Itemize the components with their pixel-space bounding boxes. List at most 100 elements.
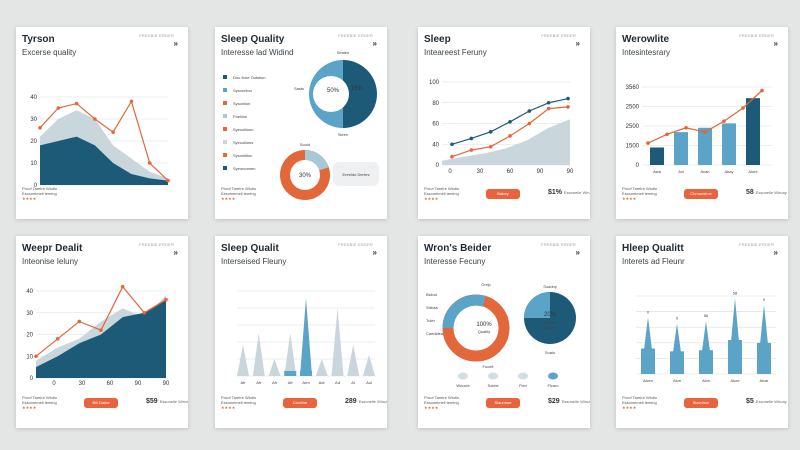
card-title: Sleep	[424, 34, 451, 45]
bar	[674, 132, 688, 165]
pie-slice	[343, 60, 377, 128]
legend-swatch	[488, 372, 498, 380]
legend-item: Syeculiioon	[233, 127, 253, 132]
score-block: $5 Essonelle Wiruay	[746, 398, 787, 405]
legend-item: Fien	[519, 383, 527, 388]
card-footer: Proof Tareire Wiutio Essoneimell teming …	[424, 186, 484, 201]
x-tick-label: Alcre	[730, 378, 740, 383]
pie-label: 20%	[544, 312, 557, 318]
data-point	[469, 148, 474, 152]
legend-swatch	[223, 114, 227, 118]
ring-side-label: Stiloss	[426, 305, 438, 310]
cta-button[interactable]: Siaunhoe	[486, 398, 520, 408]
score-caption: Essonelle Wiruay	[561, 399, 590, 404]
cta-button[interactable]: Bill Darke	[84, 398, 118, 408]
x-tick-label: Afr	[240, 380, 246, 385]
legend-swatch	[458, 372, 468, 380]
data-label: 56	[704, 313, 709, 318]
next-arrow-icon[interactable]: »	[372, 39, 377, 48]
data-label: 0	[763, 297, 766, 302]
footer-line: Proof Tareire Wiutio	[622, 186, 658, 191]
data-point	[93, 117, 97, 121]
data-point	[142, 310, 147, 315]
next-arrow-icon[interactable]: »	[173, 39, 178, 48]
ring-side-label: Caedidea	[426, 331, 444, 336]
score-caption: Essonelle Wiruay	[755, 399, 787, 404]
next-arrow-icon[interactable]: »	[773, 39, 778, 48]
score-caption: Essonelle Wiruay	[564, 190, 590, 195]
next-arrow-icon[interactable]: »	[575, 248, 580, 257]
score-caption: Essonelle Wiruay	[755, 190, 787, 195]
data-label: 0	[676, 316, 679, 321]
peak-mark	[331, 308, 344, 376]
score-block: 289 Essonelle Wiruay	[345, 398, 387, 405]
next-arrow-icon[interactable]: »	[372, 248, 377, 257]
peak-mark	[347, 344, 360, 376]
chart-card: Sleep Qualit Interseised Fleuny FREEBIE …	[215, 236, 387, 428]
bar	[722, 123, 736, 165]
card-tag: FREEBIE ERDER	[338, 33, 373, 38]
data-point	[546, 106, 551, 111]
data-point	[722, 119, 726, 123]
pie-label: 50%	[327, 88, 340, 94]
x-tick-label: Awa	[653, 169, 661, 174]
data-point	[38, 126, 42, 130]
rating-stars: ★★★★	[622, 196, 637, 201]
x-tick-label: 60	[107, 381, 114, 387]
chart-svg: 40 30 20 10 0	[30, 95, 170, 189]
rating-stars: ★★★★	[22, 405, 37, 410]
x-tick-label: Aol	[366, 380, 372, 385]
data-point	[56, 106, 61, 110]
footer-line-2: Essoneimell teming	[22, 191, 57, 196]
card-footer: Proof Tareire Wiutio Essoneimell teming …	[424, 395, 484, 410]
data-point	[665, 132, 669, 137]
y-tick-label: 2500	[626, 105, 640, 111]
pie-label: 30%	[299, 173, 312, 179]
x-tick-label: 90	[537, 169, 544, 175]
bar	[698, 127, 712, 165]
legend-swatch	[223, 153, 227, 157]
footer-line-2: Essoneimell teming	[424, 400, 459, 405]
x-tick-label: Adr	[319, 380, 326, 385]
next-arrow-icon[interactable]: »	[773, 248, 778, 257]
x-tick-label: Avan	[700, 169, 709, 174]
chart-card: Weepr Dealit Inteonise Ieluny FREEBIE ER…	[16, 236, 188, 428]
chart-card: Sleep Inteareest Feruny FREEBIE ERDER » …	[418, 27, 590, 219]
cta-button[interactable]: Chmanshoe	[684, 189, 718, 199]
y-tick-label: 0	[30, 376, 34, 382]
pie-caption: Sasts	[294, 86, 304, 91]
x-tick-label: 90	[163, 381, 170, 387]
card-subtitle: Inteonise Ieluny	[22, 257, 79, 266]
data-point	[55, 337, 60, 341]
score-value: 58	[746, 189, 754, 196]
next-arrow-icon[interactable]: »	[575, 39, 580, 48]
legend-item: Syeorcomen	[233, 166, 255, 171]
line-series	[39, 99, 169, 182]
data-point	[684, 125, 688, 130]
pie-caption: Sieen	[338, 132, 348, 137]
chart-svg: 0 Alcen 0 Aion 56 Aion 58 Alcre 0 Alcar	[636, 291, 776, 383]
cta-button[interactable]: Ciauline	[283, 398, 317, 408]
next-arrow-icon[interactable]: »	[173, 248, 178, 257]
footer-line: Proof Tareire Wiutio	[424, 186, 460, 191]
card-title: Tyrson	[22, 34, 55, 45]
score-caption: Essonelle Wiruay	[159, 399, 188, 404]
data-point	[129, 99, 134, 104]
card-subtitle: Excerse quality	[22, 48, 77, 57]
card-footer: Proof Tareire Wiutio Essoneimell teming …	[22, 186, 82, 201]
rating-stars: ★★★★	[622, 405, 637, 410]
x-tick-label: 0	[52, 381, 56, 387]
bar	[746, 98, 760, 165]
data-point	[164, 297, 168, 302]
legend-item: Poeliion	[233, 114, 247, 119]
peak-mark	[300, 298, 312, 376]
cta-button[interactable]: Slavohoe	[684, 398, 718, 408]
data-point	[74, 101, 79, 106]
cta-button[interactable]: Batory	[486, 189, 520, 199]
pie-hole	[313, 76, 349, 112]
card-tag: FREEBIE ERDER	[739, 242, 774, 247]
footer-line: Proof Tareire Wiutio	[221, 186, 257, 191]
pie-caption: Sooid	[300, 142, 310, 147]
pie-caption: Soadny	[543, 284, 557, 289]
card-title: Sleep Qualit	[221, 243, 279, 254]
